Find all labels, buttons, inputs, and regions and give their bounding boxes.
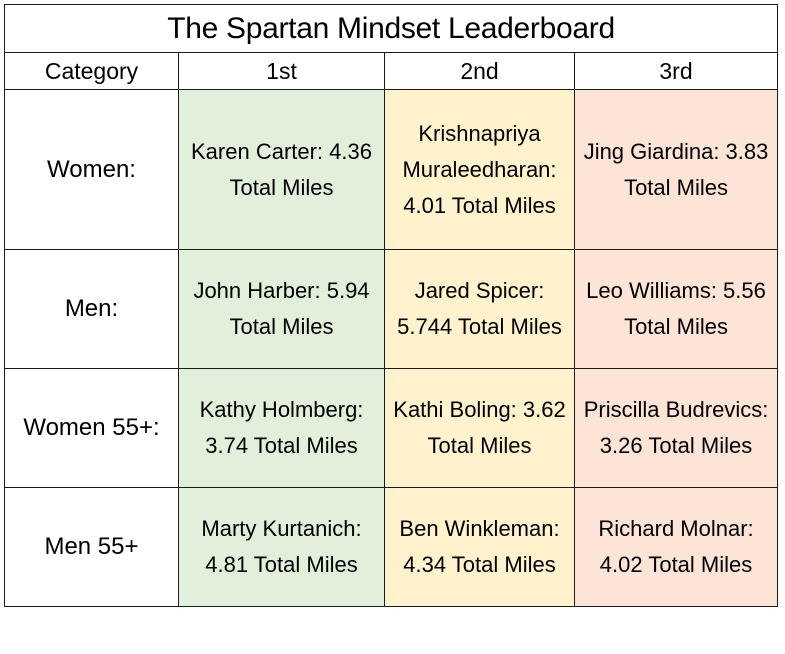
table-row-men: Men: John Harber: 5.94 Total Miles Jared… — [4, 249, 779, 369]
header-first[interactable]: 1st — [178, 52, 385, 90]
second-place-cell[interactable]: Kathi Boling: 3.62 Total Miles — [384, 368, 575, 488]
header-row: Category 1st 2nd 3rd — [4, 52, 779, 90]
first-place-cell[interactable]: Karen Carter: 4.36 Total Miles — [178, 89, 385, 250]
second-place-cell[interactable]: Jared Spicer: 5.744 Total Miles — [384, 249, 575, 369]
leaderboard-title[interactable]: The Spartan Mindset Leaderboard — [3, 4, 779, 53]
header-second[interactable]: 2nd — [384, 52, 575, 90]
third-place-cell[interactable]: Jing Giardina: 3.83 Total Miles — [573, 89, 779, 250]
table-row-women-55: Women 55+: Kathy Holmberg: 3.74 Total Mi… — [4, 368, 779, 488]
category-cell[interactable]: Women 55+: — [4, 368, 179, 488]
first-place-cell[interactable]: John Harber: 5.94 Total Miles — [178, 249, 385, 369]
category-cell[interactable]: Men: — [4, 249, 179, 369]
category-cell[interactable]: Men 55+ — [4, 487, 179, 607]
third-place-cell[interactable]: Priscilla Budrevics: 3.26 Total Miles — [573, 368, 779, 488]
second-place-cell[interactable]: Krishnapriya Muraleedharan: 4.01 Total M… — [384, 89, 575, 250]
category-cell[interactable]: Women: — [4, 89, 179, 250]
header-category[interactable]: Category — [4, 52, 179, 90]
table-row-women: Women: Karen Carter: 4.36 Total Miles Kr… — [4, 89, 779, 250]
first-place-cell[interactable]: Marty Kurtanich: 4.81 Total Miles — [178, 487, 385, 607]
second-place-cell[interactable]: Ben Winkleman: 4.34 Total Miles — [384, 487, 575, 607]
first-place-cell[interactable]: Kathy Holmberg: 3.74 Total Miles — [178, 368, 385, 488]
title-row: The Spartan Mindset Leaderboard — [3, 4, 779, 53]
third-place-cell[interactable]: Leo Williams: 5.56 Total Miles — [573, 249, 779, 369]
table-row-men-55: Men 55+ Marty Kurtanich: 4.81 Total Mile… — [4, 487, 779, 607]
header-third[interactable]: 3rd — [573, 52, 779, 90]
third-place-cell[interactable]: Richard Molnar: 4.02 Total Miles — [573, 487, 779, 607]
leaderboard-table: The Spartan Mindset Leaderboard Category… — [3, 4, 779, 607]
